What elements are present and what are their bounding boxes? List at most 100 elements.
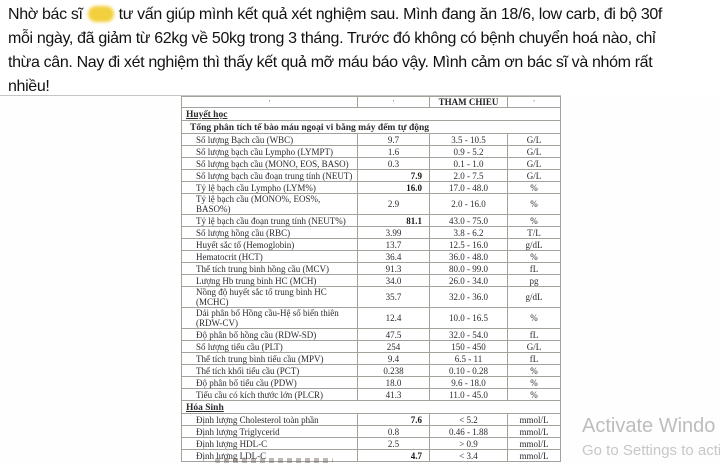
table-row: Nồng độ huyết sắc tố trung bình HC (MCHC… [181,286,561,308]
reference-range-cell: 3.5 - 10.5 [429,133,508,146]
censored-name-blob [87,6,114,22]
unit-cell: pg [507,274,561,287]
section-title: Tổng phân tích tế bào máu ngoại vi bằng … [190,122,430,133]
result-cell: 9.4 [357,352,430,365]
result-cell: 2.9 [357,193,430,215]
unit-cell: % [507,214,561,227]
unit-cell: G/L [507,157,561,170]
header-cell-result-cropped: ' [357,96,430,108]
table-row: Thể tích khối tiểu cầu (PCT) 0.238 0.10 - … [181,364,561,377]
post-text: Nhờ bác sĩ tư vấn giúp mình kết quả xét n… [8,3,718,99]
unit-cell: mmol/L [507,437,561,450]
result-cell: 9.7 [357,133,430,146]
table-row: Hematocrit (HCT) 36.4 36.0 - 48.0% [181,250,561,263]
table-row: Tỷ lệ bạch cầu đoạn trung tính (NEUT%) 81… [181,214,561,227]
reference-range-cell: > 0.9 [429,437,508,450]
unit-cell: fL [507,328,561,341]
test-name-cell: Định lượng Triglycerid [181,425,358,438]
test-name-cell: Số lượng Bạch cầu (WBC) [181,133,358,146]
test-name-cell: Tỷ lệ bạch cầu đoạn trung tính (NEUT%) [181,214,358,227]
reference-range-cell: 9.6 - 18.0 [429,376,508,389]
unit-cell: mmol/L [507,413,561,426]
reference-range-cell: 12.5 - 16.0 [429,238,508,251]
table-row: Huyết sắc tố (Hemoglobin) 13.7 12.5 - 16.0… [181,238,561,251]
unit-cell: % [507,388,561,401]
test-name-cell: Dải phân bố Hồng cầu-Hệ số biến thiên (R… [181,307,358,329]
result-cell: 2.5 [357,437,430,450]
photo-top-edge [0,95,561,96]
unit-cell: % [507,364,561,377]
reference-range-cell: 11.0 - 45.0 [429,388,508,401]
test-name-cell: Số lượng bạch cầu (MONO, EOS, BASO) [181,157,358,170]
test-name-cell: Số lượng bạch cầu đoạn trung tính (NEUT) [181,169,358,182]
test-name-cell: Thể tích trung bình tiểu cầu (MPV) [181,352,358,365]
result-cell: 0.8 [357,425,430,438]
section-header-row: Hóa Sinh [181,400,561,414]
test-name-cell: Tỷ lệ bạch cầu Lympho (LYM%) [181,181,358,194]
post-text-before-blob: Nhờ bác sĩ [8,6,83,23]
subsection-title-cell: Tổng phân tích tế bào máu ngoại vi bằng … [181,120,561,134]
test-name-cell: Định lượng HDL-C [181,437,358,450]
subsection-header-row: Tổng phân tích tế bào máu ngoại vi bằng … [181,120,561,134]
unit-cell: mmol/L [507,425,561,438]
reference-range-cell: 0.10 - 0.28 [429,364,508,377]
result-cell: 41.3 [357,388,430,401]
header-cell-unit-cropped: ' [507,96,561,108]
section-header-row: Huyết học [181,107,561,121]
reference-range-cell: 32.0 - 36.0 [429,286,508,308]
table-header-row: ' ' THAM CHIEU ' [181,96,561,108]
table-row: Số lượng Bạch cầu (WBC) 9.7 3.5 - 10.5 G/L [181,133,561,146]
unit-cell: fL [507,262,561,275]
unit-cell: G/L [507,340,561,353]
result-cell: 13.7 [357,238,430,251]
post-text-after-blob: tư vấn giúp mình kết quả xét nghiệm sau.… [118,6,663,23]
section-title: Hóa Sinh [186,402,224,413]
result-cell: 7.9 [357,169,430,182]
reference-range-cell: 17.0 - 48.0 [429,181,508,194]
result-cell: 35.7 [357,286,430,308]
reference-range-cell: 80.0 - 99.0 [429,262,508,275]
unit-cell: % [507,193,561,215]
unit-cell: % [507,181,561,194]
test-name-cell: Hematocrit (HCT) [181,250,358,263]
reference-range-cell: 3.8 - 6.2 [429,226,508,239]
result-cell: 16.0 [357,181,430,194]
cropped-text-fragment [215,458,333,463]
post-text-line-3: thừa cân. Nay đi xét nghiệm thì thấy kết… [8,54,653,71]
reference-range-cell: 26.0 - 34.0 [429,274,508,287]
test-name-cell: Nồng độ huyết sắc tố trung bình HC (MCHC… [181,286,358,308]
test-name-cell: Lượng Hb trung bình HC (MCH) [181,274,358,287]
table-row: Số lượng tiểu cầu (PLT) 254 150 - 450 G/L [181,340,561,353]
result-cell: 0.238 [357,364,430,377]
reference-range-cell: 0.9 - 5.2 [429,145,508,158]
table-row: Độ phân bố tiểu cầu (PDW) 18.0 9.6 - 18.0% [181,376,561,389]
reference-range-cell: 0.46 - 1.88 [429,425,508,438]
lab-report-photo[interactable]: ' ' THAM CHIEU ' Huyết học Tổng phân tích… [0,95,720,466]
test-name-cell: Huyết sắc tố (Hemoglobin) [181,238,358,251]
result-cell: 34.0 [357,274,430,287]
result-cell: 81.1 [357,214,430,227]
header-cell-test-name-cropped: ' [181,96,358,108]
table-row: Lượng Hb trung bình HC (MCH) 34.0 26.0 - 3… [181,274,561,287]
lab-table-body: ' ' THAM CHIEU ' Huyết học Tổng phân tích… [181,96,561,462]
reference-range-cell: 32.0 - 54.0 [429,328,508,341]
table-row: Thể tích trung bình hồng cầu (MCV) 91.3 80… [181,262,561,275]
test-name-cell: Số lượng tiểu cầu (PLT) [181,340,358,353]
result-cell: 12.4 [357,307,430,329]
post-text-line-4: nhiều! [8,78,50,95]
result-cell: 18.0 [357,376,430,389]
unit-cell: T/L [507,226,561,239]
test-name-cell: Độ phân bố hồng cầu (RDW-SD) [181,328,358,341]
table-row: Số lượng bạch cầu (MONO, EOS, BASO) 0.3 0.… [181,157,561,170]
reference-range-cell: 150 - 450 [429,340,508,353]
windows-activation-watermark: Activate Windo Go to Settings to acti [582,414,720,460]
table-row: Số lượng hồng cầu (RBC) 3.99 3.8 - 6.2 T/L [181,226,561,239]
table-row: Tỷ lệ bạch cầu Lympho (LYM%) 16.0 17.0 - 4… [181,181,561,194]
reference-range-cell: 36.0 - 48.0 [429,250,508,263]
result-cell: 47.5 [357,328,430,341]
table-row: Định lượng HDL-C 2.5 > 0.9 mmol/L [181,437,561,450]
reference-range-cell: 43.0 - 75.0 [429,214,508,227]
section-title-cell: Huyết học [181,107,561,121]
unit-cell: g/dL [507,238,561,251]
